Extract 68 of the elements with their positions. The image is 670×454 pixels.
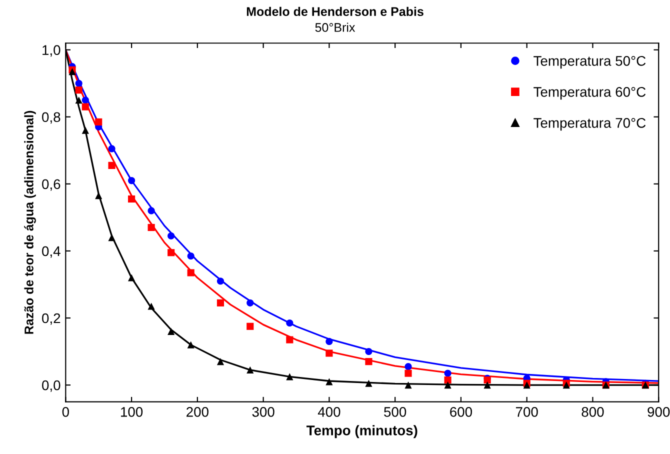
point — [216, 278, 224, 285]
point — [326, 338, 333, 345]
point — [286, 319, 294, 327]
point — [246, 366, 254, 374]
point — [168, 328, 175, 335]
point — [82, 103, 89, 110]
point — [148, 302, 155, 310]
point — [365, 358, 372, 366]
point — [82, 126, 89, 134]
x-tick-label: 500 — [384, 407, 406, 417]
point — [75, 96, 82, 104]
y-tick-label: 0,2 — [42, 313, 60, 325]
point — [187, 269, 194, 276]
point — [75, 80, 82, 87]
point — [128, 177, 136, 184]
x-tick-label: 0 — [62, 407, 69, 417]
y-tick-label: 0,6 — [42, 179, 60, 191]
point — [484, 381, 491, 389]
point — [108, 234, 116, 242]
x-tick-label: 700 — [516, 407, 538, 417]
x-tick-label: 300 — [252, 407, 274, 417]
point — [365, 380, 372, 387]
x-tick-label: 800 — [582, 407, 604, 417]
point — [108, 162, 116, 170]
point — [216, 299, 224, 306]
legend-label: Temperatura 60°C — [534, 87, 646, 100]
point — [404, 363, 412, 370]
point — [187, 341, 194, 348]
point — [128, 274, 136, 282]
point — [444, 381, 452, 389]
point — [404, 370, 412, 377]
point — [128, 195, 136, 203]
y-tick-label: 0,0 — [42, 380, 60, 392]
point — [95, 118, 102, 126]
point — [444, 370, 452, 377]
point — [148, 224, 155, 232]
x-axis-title: Tempo (minutos) — [306, 425, 418, 438]
x-tick-label: 600 — [450, 407, 472, 417]
point — [168, 232, 175, 240]
point — [286, 336, 294, 344]
chart-title: Modelo de Henderson e Pabis — [246, 6, 424, 16]
point — [326, 378, 333, 386]
point — [404, 381, 412, 389]
x-tick-label: 400 — [318, 407, 340, 417]
y-tick-label: 0,4 — [42, 246, 60, 258]
point — [108, 145, 116, 152]
chart-subtitle: 50°Brix — [315, 22, 356, 32]
point — [187, 252, 194, 260]
point — [365, 348, 372, 356]
x-tick-label: 900 — [648, 407, 670, 417]
point — [246, 322, 254, 330]
legend-label: Temperatura 50°C — [534, 56, 646, 69]
x-tick-label: 100 — [121, 407, 143, 417]
point — [168, 249, 175, 256]
legend-label: Temperatura 70°C — [534, 118, 646, 131]
point — [286, 373, 294, 380]
point — [326, 350, 333, 357]
point — [95, 192, 102, 200]
point — [75, 86, 82, 94]
y-tick-label: 0,8 — [42, 112, 60, 124]
point — [216, 358, 224, 366]
x-tick-label: 200 — [186, 407, 208, 417]
point — [148, 207, 155, 214]
y-axis-title: Razão de teor de água (adimensional) — [24, 110, 36, 334]
y-tick-label: 1,0 — [42, 45, 60, 57]
point — [246, 299, 254, 306]
point — [82, 96, 89, 104]
point — [444, 376, 452, 384]
